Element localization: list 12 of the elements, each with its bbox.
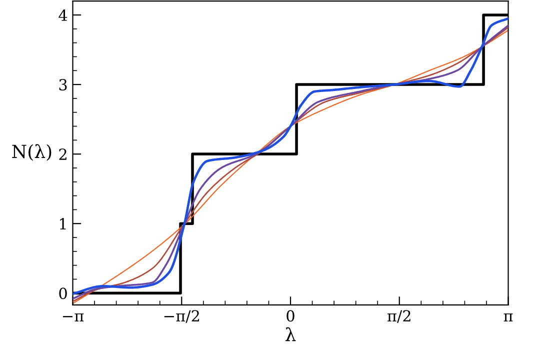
- y-tick-label: 2: [59, 148, 66, 160]
- x-tick-label: 0: [286, 310, 294, 322]
- y-tick-label: 0: [59, 288, 67, 300]
- y-tick-label: 4: [58, 9, 68, 21]
- x-axis-title: λ: [286, 327, 296, 342]
- x-tick-label: π: [504, 313, 513, 322]
- x-tick-label: −π/2: [164, 310, 199, 323]
- y-axis-title: N(λ): [12, 144, 52, 161]
- y-tick-label: 1: [60, 218, 66, 230]
- x-tick-label: π/2: [387, 310, 410, 323]
- x-tick-label: −π: [62, 313, 84, 322]
- y-tick-label: 3: [59, 78, 67, 91]
